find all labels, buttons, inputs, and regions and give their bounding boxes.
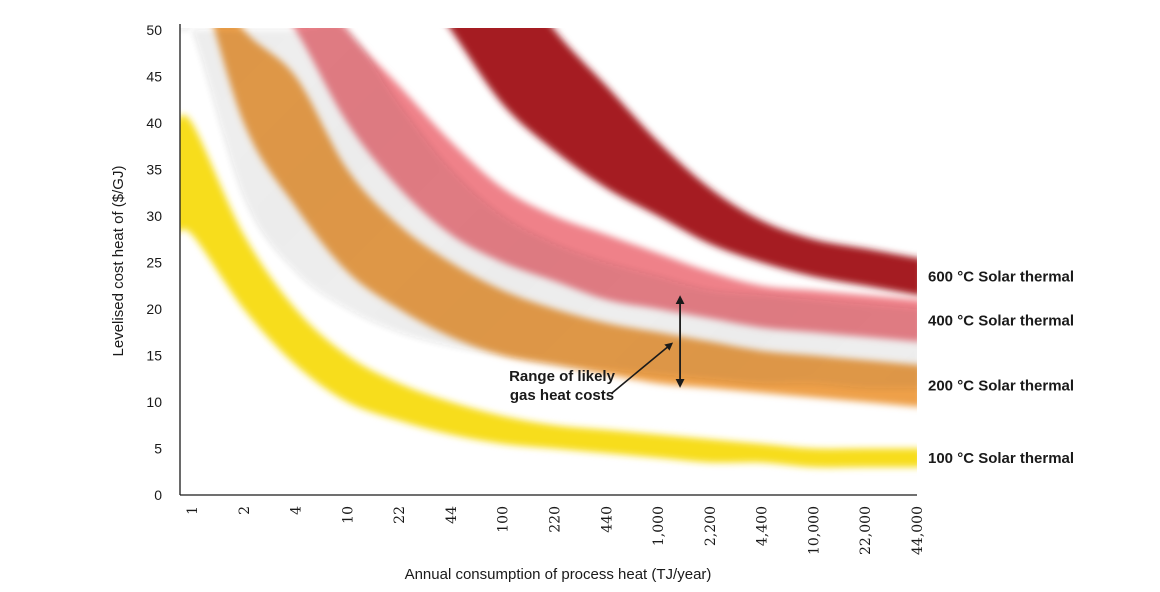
y-tick-label: 35 — [146, 162, 162, 178]
series-label: 600 °C Solar thermal — [928, 268, 1074, 285]
x-tick-label: 4,400 — [755, 506, 771, 546]
series-labels: 600 °C Solar thermal 400 °C Solar thermal… — [928, 268, 1074, 466]
x-tick-label: 44 — [444, 506, 460, 524]
series-label: 100 °C Solar thermal — [928, 450, 1074, 467]
x-tick-label: 440 — [599, 506, 615, 533]
gas-band-hatch — [180, 28, 917, 389]
y-tick-label: 20 — [146, 301, 162, 317]
x-tick-label: 10 — [340, 506, 356, 524]
x-tick-label: 2 — [237, 506, 253, 515]
x-tick-label: 2,200 — [703, 506, 719, 546]
gas-annotation-line: gas heat costs — [510, 387, 614, 404]
y-tick-label: 5 — [154, 441, 162, 457]
series-label: 200 °C Solar thermal — [928, 378, 1074, 395]
y-tick-label: 10 — [146, 394, 162, 410]
axes: 0 5 10 15 20 25 30 35 40 45 50 1 2 4 10 22 44 100 220 440 1,… — [146, 22, 926, 555]
band-600-solar-thermal — [449, 28, 917, 296]
x-tick-label: 1 — [185, 506, 201, 515]
gas-annotation-line: Range of likely — [509, 368, 616, 385]
x-tick-label: 4 — [289, 506, 305, 515]
gas-cost-band — [180, 28, 917, 389]
x-tick-label: 220 — [548, 506, 564, 533]
y-tick-label: 0 — [154, 487, 162, 503]
y-tick-label: 15 — [146, 348, 162, 364]
y-tick-label: 25 — [146, 255, 162, 271]
x-tick-label: 22 — [392, 506, 408, 524]
x-tick-label: 22,000 — [858, 506, 874, 555]
x-tick-label: 44,000 — [910, 506, 926, 555]
x-axis-title: Annual consumption of process heat (TJ/y… — [405, 566, 712, 583]
series-label: 400 °C Solar thermal — [928, 313, 1074, 330]
x-tick-label: 1,000 — [651, 506, 667, 546]
y-tick-label: 40 — [146, 115, 162, 131]
y-tick-label: 45 — [146, 69, 162, 85]
annotations: Range of likely gas heat costs — [509, 295, 685, 404]
y-axis-title: Levelised cost heat of ($/GJ) — [110, 166, 127, 357]
x-tick-label: 10,000 — [806, 506, 822, 555]
band-100-solar-thermal — [180, 114, 917, 468]
x-tick-label: 100 — [496, 506, 512, 533]
y-tick-label: 30 — [146, 208, 162, 224]
annotation-pointer — [611, 342, 674, 394]
y-tick-label: 50 — [146, 22, 162, 38]
